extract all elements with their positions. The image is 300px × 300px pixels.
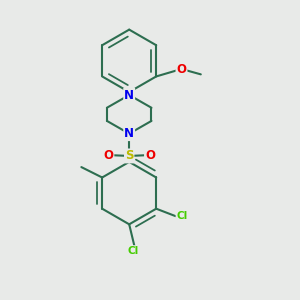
Text: O: O [103, 148, 113, 162]
Text: Cl: Cl [128, 246, 139, 256]
Text: S: S [125, 149, 134, 162]
Text: N: N [124, 127, 134, 140]
Text: N: N [124, 88, 134, 101]
Text: O: O [176, 62, 187, 76]
Text: Cl: Cl [176, 211, 188, 221]
Text: O: O [145, 148, 155, 162]
